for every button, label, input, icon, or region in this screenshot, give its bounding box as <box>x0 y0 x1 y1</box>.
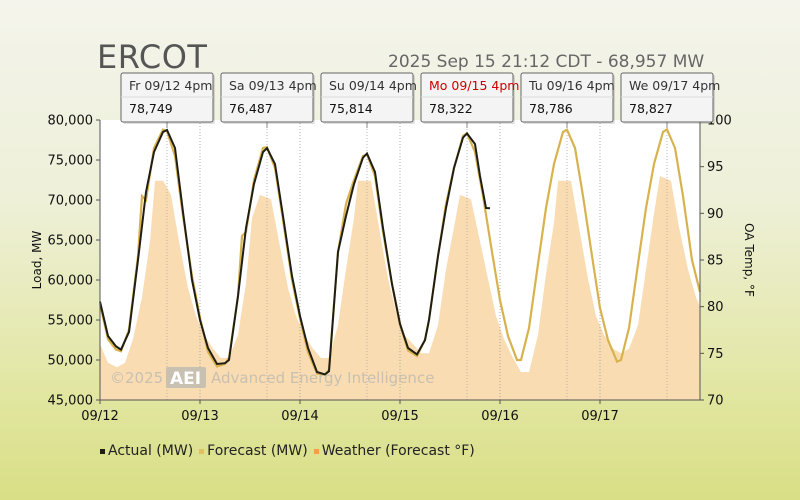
legend-item-actual[interactable]: Actual (MW) <box>100 443 193 459</box>
y2-tick-label: 95 <box>707 160 724 175</box>
y2-tick-label: 75 <box>707 347 724 362</box>
page-title: ERCOT <box>97 38 208 76</box>
y-tick-label: 75,000 <box>48 154 94 169</box>
y-axis-title: Load, MW <box>30 231 44 290</box>
status-readout: 2025 Sep 15 21:12 CDT - 68,957 MW <box>388 52 705 72</box>
y2-tick-label: 70 <box>707 394 724 409</box>
watermark-logo: AEI <box>170 369 201 389</box>
x-tick-label: 09/16 <box>481 409 518 424</box>
legend-item-weather[interactable]: Weather (Forecast °F) <box>313 443 475 459</box>
peak-callout-label: Su 09/14 4pm <box>329 78 417 93</box>
peak-callout-value: 78,322 <box>429 101 473 116</box>
y-tick-label: 45,000 <box>48 394 94 409</box>
y2-axis-title: OA Temp, °F <box>742 223 756 297</box>
x-tick-label: 09/12 <box>81 409 118 424</box>
peak-callout-label: Mo 09/15 4pm <box>429 78 519 93</box>
y2-tick-label: 90 <box>707 207 724 222</box>
legend-swatch-forecast <box>199 448 205 454</box>
peak-callout-value: 75,814 <box>329 101 373 116</box>
x-tick-label: 09/13 <box>181 409 218 424</box>
y2-tick-label: 80 <box>707 300 724 315</box>
peak-callout-value: 76,487 <box>229 101 273 116</box>
legend-label-forecast: Forecast (MW) <box>207 443 308 459</box>
y-tick-label: 55,000 <box>48 314 94 329</box>
peak-callout-label: Fr 09/12 4pm <box>129 78 212 93</box>
watermark-year: ©2025 <box>110 369 163 387</box>
peak-callout-value: 78,749 <box>129 101 173 116</box>
y-tick-label: 50,000 <box>48 354 94 369</box>
y2-tick-label: 85 <box>707 254 724 269</box>
x-tick-label: 09/15 <box>381 409 418 424</box>
peak-callout-value: 78,827 <box>629 101 673 116</box>
y-tick-label: 65,000 <box>48 234 94 249</box>
x-tick-label: 09/14 <box>281 409 318 424</box>
legend-swatch-weather <box>313 448 319 454</box>
weather-series-area <box>100 176 700 400</box>
y-tick-label: 60,000 <box>48 274 94 289</box>
peak-callout-label: Tu 09/16 4pm <box>528 78 615 93</box>
watermark-text: Advanced Energy Intelligence <box>211 369 434 387</box>
peak-callout-label: We 09/17 4pm <box>629 78 720 93</box>
legend-label-actual: Actual (MW) <box>108 443 194 459</box>
y-tick-label: 80,000 <box>48 114 94 129</box>
peak-callout-value: 78,786 <box>529 101 573 116</box>
legend-swatch-actual <box>100 448 105 454</box>
x-tick-label: 09/17 <box>581 409 618 424</box>
legend-label-weather: Weather (Forecast °F) <box>321 443 475 459</box>
peak-callout-label: Sa 09/13 4pm <box>229 78 317 93</box>
watermark-logo-box <box>166 367 206 388</box>
chart-legend: Actual (MW) Forecast (MW) Weather (Forec… <box>100 443 481 459</box>
legend-item-forecast[interactable]: Forecast (MW) <box>199 443 308 459</box>
actual-series-line <box>99 128 491 376</box>
y-tick-label: 70,000 <box>48 194 94 209</box>
